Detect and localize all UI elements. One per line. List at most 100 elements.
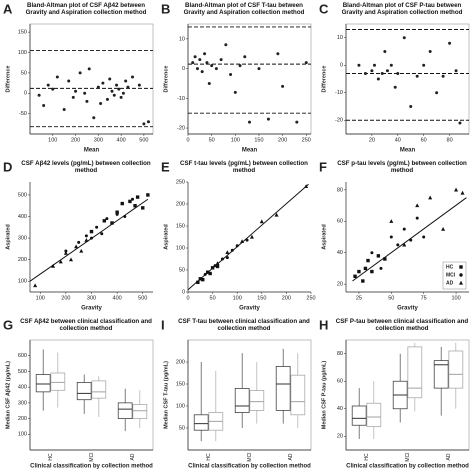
point [210,266,215,270]
point [99,101,103,105]
panel-title: Bland-Altman plot of CSF T-tau between G… [183,2,305,16]
x-tick-label: 100 [451,295,460,301]
point [409,238,413,242]
point [396,243,400,247]
y-tick-label: 150 [18,30,27,36]
y-tick-label: 100 [176,245,185,251]
x-axis-label: Clinical classification by collection me… [30,464,153,470]
plot-frame [29,23,154,135]
panel-title: CSF Aβ42 between clinical classification… [20,318,152,332]
y-tick-label: 0 [340,63,343,69]
point [389,235,393,239]
x-tick-label: 400 [113,295,122,301]
point [415,203,420,208]
point [198,277,202,281]
y-tick-label: 500 [18,192,27,198]
point [460,190,465,195]
y-tick-label: 10 [179,36,185,42]
point [193,55,197,59]
point [402,227,406,231]
box [76,382,92,401]
point [115,212,119,216]
y-tick-label: -50 [19,111,27,117]
point [135,195,140,199]
box [50,372,66,391]
x-tick-label: 0 [186,295,189,301]
fit-line [352,197,467,282]
point [63,250,68,255]
box [91,380,107,399]
y-tick-label: 300 [18,236,27,242]
y-axis-label: Difference [5,66,11,93]
point [55,75,59,79]
point [42,103,46,107]
panel-label: B [161,1,170,16]
x-axis-label: Clinical classification by collection me… [188,464,311,470]
point [51,87,55,91]
point [84,234,88,238]
point [69,257,73,262]
point [58,259,63,264]
point [87,67,91,71]
point [304,184,309,188]
legend-label: HC [446,264,454,270]
point [415,74,419,78]
x-tick-label: 250 [302,137,311,143]
x-tick-label: 50 [388,295,394,301]
x-axis-label: Mean [84,148,100,154]
y-tick-label: 80 [337,187,343,193]
point [361,279,365,283]
point [225,250,230,254]
point [71,95,75,99]
box [351,405,367,426]
x-tick-label: HC [364,453,370,461]
y-tick-label: 100 [176,403,185,409]
point [383,50,387,53]
y-axis-label: Median CSF P-tau (pg/mL) [321,361,327,430]
x-axis-label: Mean [242,148,258,154]
point [402,36,406,40]
y-tick-label: 400 [18,385,27,391]
point [137,83,141,87]
x-tick-label: 100 [231,137,240,143]
point [37,93,41,97]
legend-marker [459,280,463,285]
point [448,41,452,45]
y-tick-label: 0 [24,91,27,97]
point [101,81,105,85]
point [409,105,413,108]
x-tick-label: 60 [421,137,427,143]
box [35,374,51,393]
point [238,64,242,68]
legend-marker [459,265,463,269]
panel-title: CSF T-tau between clinical classificatio… [178,318,310,332]
y-axis-label: Median CSF Aβ42 (pg/mL) [5,361,11,429]
point [146,120,150,124]
point [198,58,202,62]
panel-label: G [3,317,13,332]
point [376,254,381,258]
x-tick-label: 0 [186,137,189,143]
y-tick-label: 0 [182,66,185,72]
x-tick-label: 200 [61,295,70,301]
x-tick-label: 250 [306,295,315,301]
point [215,261,220,265]
x-tick-label: HC [206,453,212,461]
point [210,64,214,68]
y-tick-label: 150 [176,223,185,229]
point [124,79,128,83]
x-tick-label: 25 [356,295,362,301]
point [119,95,123,99]
box [275,365,291,411]
point [191,61,195,65]
point [235,244,239,248]
point [77,240,81,244]
y-tick-label: 200 [176,201,185,207]
x-tick-label: 50 [210,295,216,301]
x-tick-label: AD [130,453,136,460]
point [428,50,432,53]
x-tick-label: 150 [254,137,263,143]
x-tick-label: 80 [447,137,453,143]
box [433,360,449,389]
